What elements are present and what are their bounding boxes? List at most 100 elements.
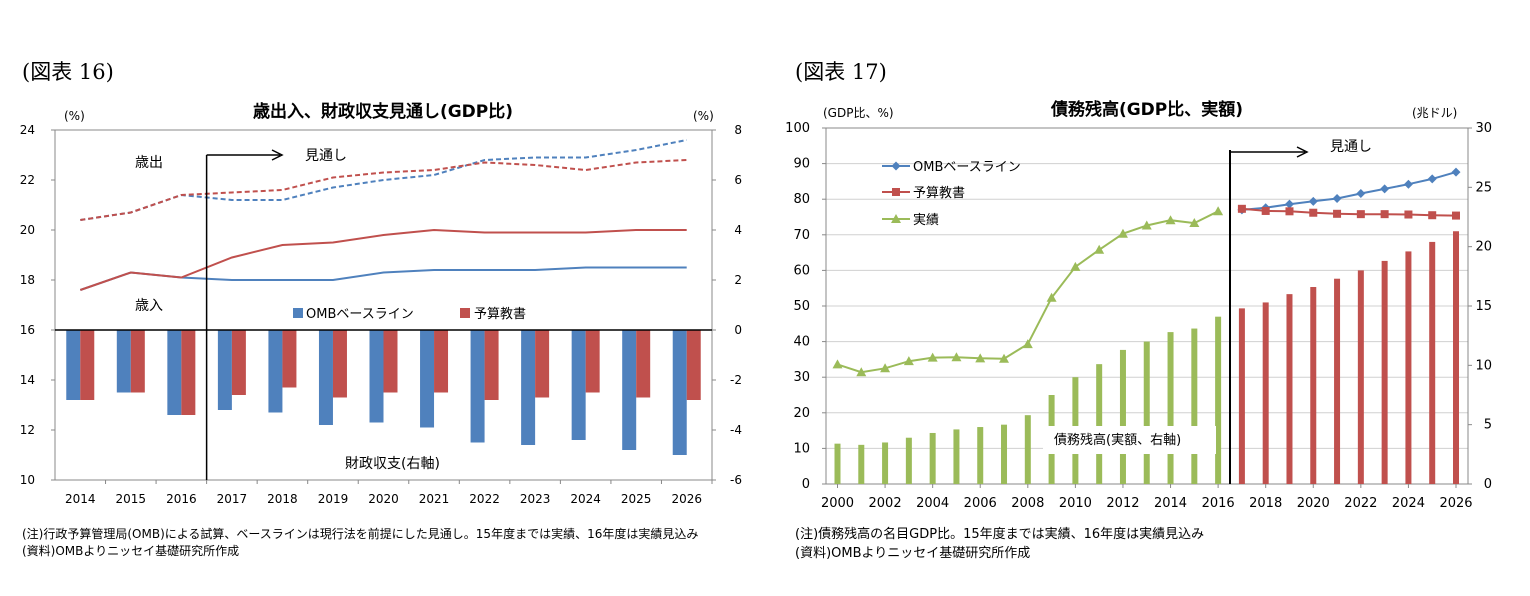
chart2-marker-budget xyxy=(1380,210,1389,219)
chart2-debt-bar xyxy=(1262,302,1269,484)
chart1-balance-bar xyxy=(66,330,81,400)
chart2-debt-bar xyxy=(882,442,889,484)
chart2-debt-bar xyxy=(1334,278,1341,484)
chart2-debt-bar xyxy=(1310,287,1317,484)
chart2-legend-label: 予算教書 xyxy=(913,185,965,201)
chart2-marker-baseline xyxy=(1356,189,1366,199)
figure16-source: (資料)OMBよりニッセイ基礎研究所作成 xyxy=(22,544,240,558)
chart1-left-tick-label: 22 xyxy=(20,173,35,187)
chart1-forecast-label: 見通し xyxy=(305,148,347,164)
chart2-marker-actual xyxy=(1213,206,1224,216)
debt-chart: 債務残高(GDP比、実額)(GDP比、%) (兆ドル)01020304050607… xyxy=(785,99,1492,511)
chart2-marker-budget xyxy=(1237,204,1246,213)
chart2-x-tick-label: 2024 xyxy=(1392,496,1425,511)
chart2-x-tick-label: 2022 xyxy=(1344,496,1377,511)
chart1-x-tick-label: 2021 xyxy=(419,492,450,506)
chart2-marker-baseline xyxy=(1451,167,1461,177)
chart1-x-tick-label: 2023 xyxy=(520,492,551,506)
chart2-debt-bar xyxy=(858,444,865,484)
fiscal-balance-chart: 歳出入、財政収支見通し(GDP比)(%) (%)1012141618202224-… xyxy=(20,101,742,506)
chart2-marker-actual xyxy=(1141,220,1152,230)
chart1-right-tick-label: 4 xyxy=(734,223,742,237)
chart2-debt-bar xyxy=(1357,270,1364,484)
figure16-note: (注)行政予算管理局(OMB)による試算、ベースラインは現行法を前提にした見通し… xyxy=(22,527,699,541)
chart1-balance-bar xyxy=(585,330,600,393)
chart2-debt-bar xyxy=(1191,328,1198,484)
figure17-note: (注)債務残高の名目GDP比。15年度までは実績、16年度は実績見込み xyxy=(795,527,1205,542)
chart1-right-tick-label: -6 xyxy=(730,473,742,487)
chart1-x-tick-label: 2020 xyxy=(368,492,399,506)
chart2-marker-actual xyxy=(1046,292,1057,302)
chart2-marker-actual xyxy=(1022,339,1033,349)
chart1-balance-label: 財政収支(右軸) xyxy=(345,456,440,472)
chart2-left-tick-label: 60 xyxy=(793,263,810,278)
chart2-marker-actual xyxy=(1094,244,1105,254)
chart1-x-tick-label: 2026 xyxy=(671,492,702,506)
chart2-left-tick-label: 50 xyxy=(793,299,810,314)
chart2-debt-bar xyxy=(834,443,841,484)
chart1-left-tick-label: 24 xyxy=(20,123,35,137)
chart2-marker-budget xyxy=(1356,210,1365,219)
chart1-balance-bar xyxy=(116,330,131,393)
chart2-left-tick-label: 90 xyxy=(793,157,810,172)
figure16-label: (図表 16) xyxy=(22,60,114,84)
chart2-marker-actual xyxy=(1070,261,1081,271)
chart2-debt-label: 債務残高(実額、右軸) xyxy=(1054,432,1181,448)
chart2-marker-actual xyxy=(951,352,962,362)
chart2-debt-bar xyxy=(1429,241,1436,484)
chart1-x-tick-label: 2022 xyxy=(469,492,500,506)
chart1-left-tick-label: 12 xyxy=(20,423,35,437)
chart2-debt-bar xyxy=(1119,349,1126,484)
chart2-debt-bar xyxy=(1405,251,1412,484)
chart1-balance-bar xyxy=(181,330,196,415)
chart2-debt-bar xyxy=(1215,316,1222,484)
chart2-debt-bar xyxy=(1024,415,1031,484)
chart2-marker-budget xyxy=(1428,211,1437,220)
chart2-marker-actual xyxy=(1165,215,1176,225)
chart1-balance-bar xyxy=(231,330,246,395)
chart2-left-tick-label: 10 xyxy=(793,441,810,456)
chart2-marker-baseline xyxy=(1380,184,1390,194)
chart2-x-tick-label: 2020 xyxy=(1297,496,1330,511)
chart2-debt-bar xyxy=(1238,308,1245,484)
chart1-balance-bar xyxy=(521,330,536,445)
chart1-receipts-label: 歳入 xyxy=(135,298,163,314)
chart2-debt-label-bg xyxy=(1043,426,1216,454)
chart2-debt-bar xyxy=(929,432,936,484)
chart2-x-tick-label: 2026 xyxy=(1439,496,1472,511)
chart1-left-tick-label: 14 xyxy=(20,373,35,387)
chart1-x-tick-label: 2015 xyxy=(116,492,147,506)
chart2-debt-bar xyxy=(1001,424,1008,484)
chart1-balance-bar xyxy=(318,330,333,425)
chart2-marker-actual xyxy=(1117,228,1128,238)
chart2-debt-bar xyxy=(1453,231,1459,484)
chart2-left-unit: (GDP比、%) xyxy=(823,106,894,120)
chart1-left-unit: (%) xyxy=(64,109,85,123)
chart2-legend-label: 実績 xyxy=(913,212,939,228)
chart2-debt-bar xyxy=(1143,341,1150,484)
chart2-debt-bar xyxy=(1286,294,1293,484)
chart2-marker-budget xyxy=(1404,210,1413,219)
chart1-balance-bar xyxy=(80,330,95,400)
chart1-balance-bar xyxy=(167,330,182,415)
chart2-forecast-label: 見通し xyxy=(1330,139,1372,155)
chart2-left-tick-label: 40 xyxy=(793,335,810,350)
chart1-balance-bar xyxy=(470,330,485,443)
chart2-marker-actual xyxy=(880,363,891,373)
chart1-balance-bar xyxy=(369,330,384,423)
chart2-debt-bar xyxy=(977,427,984,484)
chart2-x-tick-label: 2012 xyxy=(1106,496,1139,511)
chart2-marker-budget xyxy=(1309,208,1318,217)
chart2-legend-marker xyxy=(891,214,901,223)
chart2-line-OMBベースライン xyxy=(1241,171,1457,211)
chart2-left-tick-label: 20 xyxy=(793,406,810,421)
chart2-left-tick-label: 80 xyxy=(793,192,810,207)
chart2-right-tick-label: 30 xyxy=(1475,121,1492,136)
chart1-right-unit: (%) xyxy=(693,109,714,123)
chart1-balance-bar xyxy=(535,330,550,398)
chart2-marker-baseline xyxy=(1403,179,1413,189)
chart2-marker-budget xyxy=(1333,209,1342,218)
figure17-label: (図表 17) xyxy=(795,60,887,84)
chart2-legend-marker xyxy=(892,188,900,196)
chart2-marker-actual xyxy=(1189,218,1200,228)
